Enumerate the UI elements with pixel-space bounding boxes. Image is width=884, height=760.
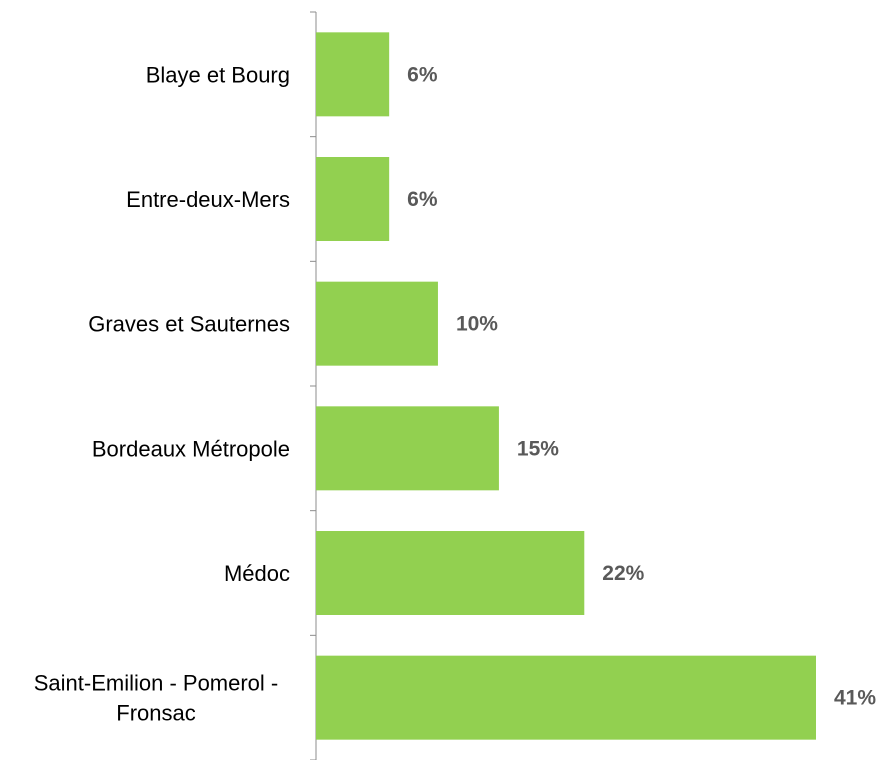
data-label: 6% (407, 188, 438, 211)
category-label-line: Saint-Emilion - Pomerol - (34, 671, 279, 696)
category-label-line: Fronsac (116, 701, 195, 726)
data-label: 22% (602, 562, 644, 585)
category-label: Blaye et Bourg (146, 62, 290, 87)
bars-layer (316, 32, 816, 740)
category-label: Graves et Sauternes (88, 312, 290, 337)
data-label: 15% (517, 437, 559, 460)
axis-layer (310, 11, 317, 760)
category-label: Médoc (224, 561, 290, 586)
data-label: 6% (407, 63, 438, 86)
category-label: Bordeaux Métropole (92, 436, 290, 461)
bar (316, 281, 438, 366)
labels-layer: 6% Blaye et Bourg 6% Entre-deux-Mers 10% Grav… (34, 62, 877, 725)
data-label: 41% (834, 687, 876, 710)
bar (316, 531, 585, 615)
data-label: 10% (456, 313, 498, 336)
category-label: Saint-Emilion - Pomerol - Fronsac (34, 671, 279, 726)
bar (316, 406, 499, 491)
bar (316, 32, 390, 117)
category-label: Entre-deux-Mers (126, 187, 290, 212)
bar (316, 655, 816, 740)
bar (316, 157, 390, 241)
